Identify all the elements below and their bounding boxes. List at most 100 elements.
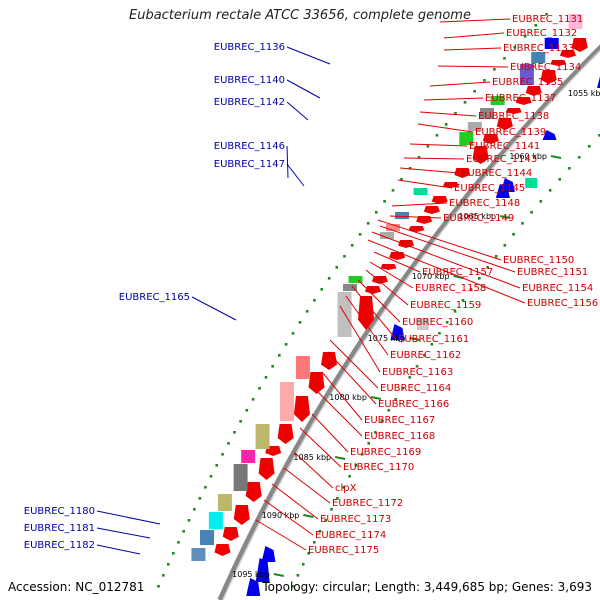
- kbp-tick: [370, 396, 382, 400]
- gc-dot: [350, 244, 354, 247]
- gc-dot: [177, 541, 180, 544]
- right-gene-label: EUBREC_1162: [390, 350, 461, 361]
- gene-arrow-red: [515, 97, 532, 105]
- right-gene-label: EUBREC_1159: [410, 300, 481, 311]
- gc-dot: [227, 442, 230, 445]
- gc-dot: [401, 387, 404, 390]
- right-gene-label: EUBREC_1175: [308, 545, 379, 556]
- gene-arrow-red: [358, 296, 375, 330]
- gene-box: [395, 212, 410, 219]
- right-gene-label: EUBREC_1163: [382, 367, 453, 378]
- left-gene-label: EUBREC_1165: [119, 292, 190, 303]
- right-label-leader: [327, 351, 377, 405]
- right-label-leader: [351, 285, 397, 340]
- gene-box: [380, 232, 395, 239]
- gene-arrow-red: [214, 544, 231, 556]
- gc-dot: [387, 409, 391, 412]
- gc-dot: [298, 321, 302, 324]
- right-label-leader: [299, 427, 342, 468]
- right-label-leader: [365, 269, 409, 306]
- right-label-leader: [369, 261, 414, 289]
- gc-dot: [233, 431, 236, 434]
- right-gene-label: EUBREC_1137: [485, 93, 556, 104]
- right-label-leader: [443, 32, 505, 39]
- gc-dot: [335, 266, 339, 269]
- gc-dot: [271, 365, 274, 368]
- right-label-leader: [263, 499, 314, 536]
- right-label-leader: [403, 157, 465, 160]
- gc-dot: [463, 101, 467, 104]
- right-label-leader: [429, 81, 491, 87]
- gc-dot: [343, 255, 346, 258]
- gc-dot: [430, 343, 434, 346]
- gc-dot: [445, 321, 449, 324]
- gc-dot: [483, 79, 486, 82]
- gc-dot: [558, 178, 562, 181]
- gene-box: [280, 382, 295, 421]
- gene-arrow-blue: [261, 546, 276, 562]
- gc-dot: [193, 508, 196, 511]
- kbp-tick: [499, 215, 511, 219]
- gc-dot: [313, 299, 316, 302]
- right-gene-label: EUBREC_1172: [332, 498, 403, 509]
- gene-box: [348, 276, 363, 283]
- gene-arrow-blue: [542, 130, 557, 140]
- gene-box: [459, 132, 474, 145]
- gene-arrow-red: [245, 482, 262, 502]
- gene-arrow-red: [431, 196, 448, 204]
- gene-arrow-red: [380, 264, 397, 270]
- kbp-label: 1080 kbp: [329, 393, 367, 402]
- gc-dot: [521, 222, 524, 225]
- gc-dot: [367, 442, 371, 445]
- right-gene-label: EUBREC_1167: [364, 415, 435, 426]
- gene-box: [233, 464, 248, 491]
- right-label-leader: [389, 215, 442, 219]
- accession-text: Accession: NC_012781: [8, 580, 145, 594]
- gene-arrow-red: [258, 458, 275, 480]
- gc-dot: [296, 574, 300, 577]
- gene-arrow-red: [416, 216, 433, 224]
- gc-dot: [172, 552, 175, 555]
- kbp-label: 1090 kbp: [262, 511, 300, 520]
- gc-dot: [330, 508, 333, 511]
- kbp-label: 1055 kbp: [568, 89, 600, 98]
- gc-dot: [342, 486, 345, 489]
- gc-dot: [358, 233, 362, 236]
- gc-dot: [182, 530, 185, 533]
- gene-arrow-red: [454, 168, 471, 178]
- right-gene-label: EUBREC_1156: [527, 298, 598, 309]
- right-label-leader: [391, 202, 448, 207]
- gc-dot: [366, 222, 370, 225]
- right-gene-label: EUBREC_1135: [492, 77, 563, 88]
- left-label-leader: [96, 510, 161, 525]
- gc-dot: [336, 497, 339, 500]
- right-gene-label: EUBREC_1148: [449, 198, 520, 209]
- gc-dot: [587, 145, 591, 148]
- right-gene-label: EUBREC_1150: [503, 255, 574, 266]
- gene-box: [480, 108, 495, 119]
- left-gene-label: EUBREC_1142: [214, 97, 285, 108]
- left-gene-label: EUBREC_1181: [24, 523, 95, 534]
- gene-arrow-red: [321, 352, 338, 370]
- gene-box: [241, 450, 256, 463]
- right-label-leader: [283, 467, 331, 504]
- gc-dot: [162, 574, 165, 577]
- gene-box-left: [416, 318, 429, 330]
- gene-box-left: [525, 178, 538, 188]
- gc-dot: [318, 530, 322, 533]
- right-label-leader: [329, 339, 379, 389]
- gc-dot: [354, 464, 358, 467]
- gc-dot: [258, 387, 261, 390]
- gc-dot: [373, 431, 377, 434]
- right-gene-labels: EUBREC_1131 EUBREC_1132 EUBREC_1133 EUBREC_…: [255, 14, 598, 556]
- gc-dot: [187, 519, 191, 522]
- gc-dot: [417, 156, 421, 159]
- right-gene-label: EUBREC_1160: [402, 317, 473, 328]
- gene-box: [208, 512, 223, 529]
- gene-arrow-red: [571, 38, 588, 52]
- right-gene-label: EUBREC_1164: [380, 383, 451, 394]
- gene-box: [490, 96, 505, 105]
- kbp-tick: [273, 573, 285, 577]
- gc-dot: [473, 90, 476, 93]
- right-gene-label: EUBREC_1139: [475, 127, 546, 138]
